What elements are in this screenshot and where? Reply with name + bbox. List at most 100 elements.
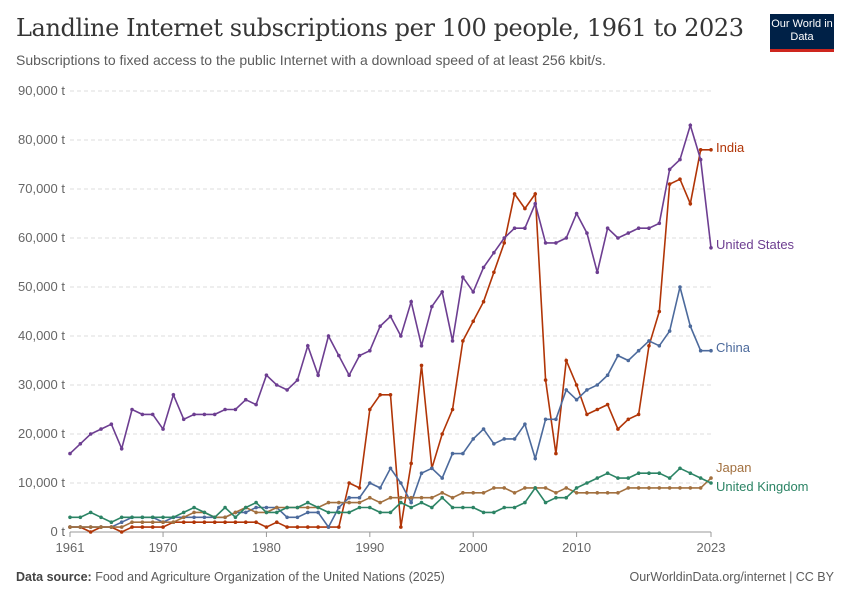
data-point [595, 383, 600, 387]
data-point [109, 525, 114, 529]
data-point [647, 471, 651, 476]
data-point [647, 226, 651, 230]
data-point [202, 520, 207, 524]
data-point [574, 397, 579, 402]
data-point [440, 290, 444, 294]
data-point [274, 383, 279, 387]
data-point [347, 500, 351, 505]
data-point [378, 486, 382, 490]
data-point [430, 505, 434, 510]
data-point [502, 437, 507, 441]
data-point [709, 476, 713, 480]
data-point [430, 466, 434, 471]
data-point [616, 236, 620, 240]
data-point [88, 510, 93, 515]
data-point [295, 525, 300, 529]
owid-logo[interactable]: Our World in Data [770, 14, 834, 52]
data-point [543, 417, 548, 422]
footer-link[interactable]: OurWorldinData.org/internet | CC BY [629, 570, 835, 584]
data-point [388, 466, 393, 471]
data-point [605, 471, 610, 476]
data-point [119, 530, 124, 534]
data-point [698, 157, 703, 162]
data-point [492, 250, 496, 255]
data-point [595, 407, 600, 412]
data-point [285, 525, 289, 529]
data-point [419, 363, 424, 368]
data-point [243, 510, 248, 515]
data-point [533, 486, 538, 490]
data-point [698, 148, 703, 152]
data-point [585, 231, 589, 235]
data-point [285, 505, 289, 510]
data-point [285, 515, 289, 520]
data-point [440, 432, 444, 436]
data-point [130, 520, 134, 524]
data-point [119, 446, 124, 451]
series-line-china [70, 286, 711, 529]
data-point [171, 520, 176, 524]
data-point [295, 378, 300, 382]
data-point [161, 427, 165, 431]
data-point [388, 314, 393, 319]
data-point [667, 486, 672, 490]
data-point [605, 491, 610, 495]
data-point [161, 515, 165, 520]
data-point [564, 358, 569, 363]
data-point [409, 495, 413, 500]
data-point [337, 500, 341, 505]
data-point [409, 461, 413, 466]
data-point [181, 520, 186, 524]
data-point [264, 373, 269, 378]
data-point [471, 290, 476, 294]
data-point [626, 476, 631, 480]
data-point [647, 339, 651, 343]
data-point [585, 388, 589, 392]
data-point [388, 393, 393, 397]
data-point [585, 412, 589, 417]
data-point [316, 505, 320, 510]
data-point [471, 319, 476, 324]
data-point [657, 221, 662, 226]
series-label: China [716, 340, 751, 355]
y-tick-label: 20,000 t [18, 426, 65, 441]
data-point [636, 226, 641, 230]
data-point [326, 525, 331, 529]
data-point [461, 275, 465, 280]
data-point [564, 495, 569, 500]
data-point [99, 525, 103, 529]
data-point [99, 515, 103, 520]
data-point [140, 412, 145, 417]
data-point [388, 495, 393, 500]
data-point [678, 486, 682, 490]
data-point [481, 491, 486, 495]
data-point [492, 486, 496, 490]
data-point [150, 525, 155, 529]
data-point [223, 520, 227, 524]
data-point [88, 525, 93, 529]
data-point [161, 520, 165, 524]
data-point [233, 407, 238, 412]
y-tick-label: 90,000 t [18, 83, 65, 98]
data-point [574, 491, 579, 495]
data-point [337, 505, 341, 510]
data-point [119, 520, 124, 524]
data-point [202, 510, 207, 515]
data-point [440, 476, 444, 480]
data-point [243, 505, 248, 510]
data-point [68, 451, 72, 456]
data-point [399, 495, 403, 500]
data-point [647, 344, 651, 348]
data-point [316, 510, 320, 515]
data-point [636, 348, 641, 353]
data-point [502, 486, 507, 490]
source-text: Food and Agriculture Organization of the… [95, 570, 445, 584]
logo-text: Our World in Data [771, 18, 833, 43]
data-point [626, 231, 631, 235]
data-point [688, 486, 693, 490]
data-point [554, 451, 558, 456]
data-point [533, 192, 538, 196]
data-point [512, 505, 517, 510]
